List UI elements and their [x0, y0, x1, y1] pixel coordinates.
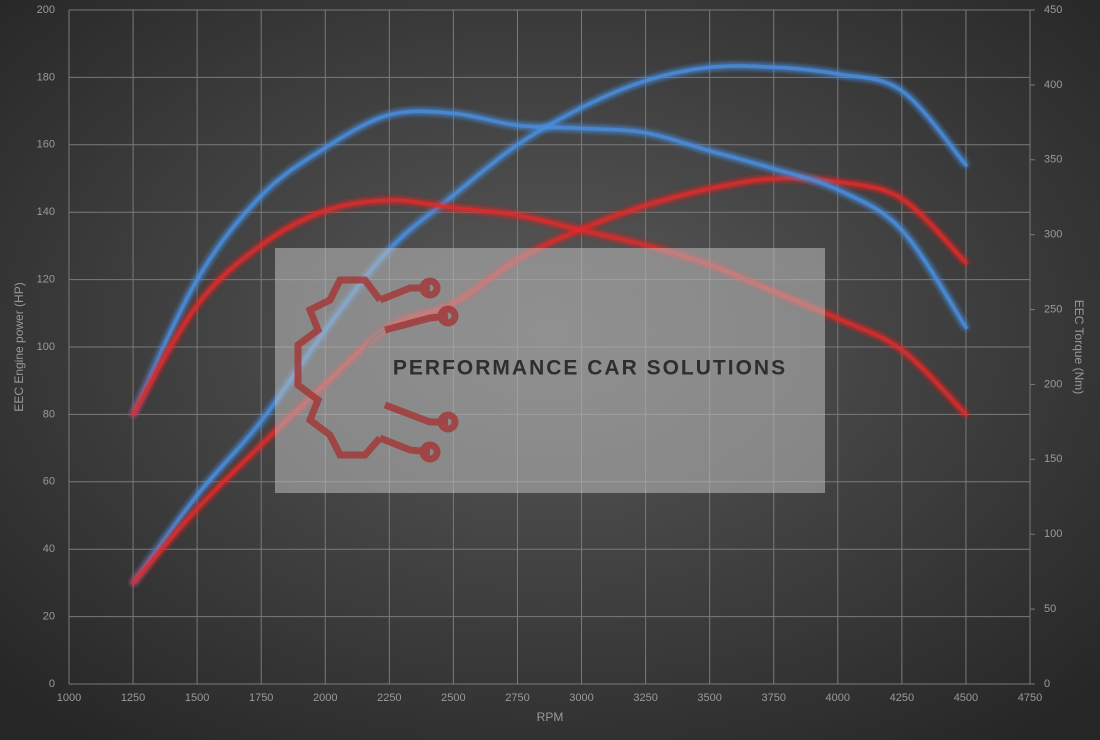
x-tick-label: 1500	[185, 692, 209, 704]
logo	[294, 276, 459, 463]
y-tick-label: 40	[43, 543, 55, 555]
series-line	[131, 64, 968, 585]
x-tick-label: 4500	[954, 692, 978, 704]
y2-tick-label: 200	[1044, 378, 1062, 390]
y-tick-label: 100	[37, 341, 55, 353]
y2-tick-label: 250	[1044, 303, 1062, 315]
series-line	[131, 198, 968, 417]
y-tick-label: 60	[43, 476, 55, 488]
x-tick-label: 3750	[761, 692, 785, 704]
x-tick-label: 4000	[826, 692, 850, 704]
y2-tick-label: 0	[1044, 678, 1050, 690]
watermark-text: PERFORMANCE CAR SOLUTIONS	[393, 357, 787, 380]
x-tick-label: 3250	[633, 692, 657, 704]
x-tick-label: 2750	[505, 692, 529, 704]
x-axis-label: RPM	[537, 710, 564, 724]
y2-tick-label: 100	[1044, 528, 1062, 540]
x-tick-label: 1000	[57, 692, 81, 704]
x-tick-label: 2500	[441, 692, 465, 704]
logo-arc	[359, 329, 386, 411]
y2-tick-label: 350	[1044, 154, 1062, 166]
watermark: PERFORMANCE CAR SOLUTIONS	[275, 248, 825, 493]
y2-tick-label: 400	[1044, 79, 1062, 91]
x-tick-label: 1750	[249, 692, 273, 704]
y-tick-label: 200	[37, 4, 55, 16]
x-tick-label: 4250	[890, 692, 914, 704]
y2-axis-label: EEC Torque (Nm)	[1072, 300, 1086, 394]
x-tick-label: 1250	[121, 692, 145, 704]
y-axis-label: EEC Engine power (HP)	[12, 282, 26, 411]
x-tick-label: 3000	[569, 692, 593, 704]
y2-tick-label: 450	[1044, 4, 1062, 16]
x-tick-label: 2000	[313, 692, 337, 704]
y-tick-label: 20	[43, 611, 55, 623]
y-tick-label: 140	[37, 206, 55, 218]
y-tick-label: 0	[49, 678, 55, 690]
y-tick-label: 80	[43, 408, 55, 420]
y2-tick-label: 50	[1044, 603, 1056, 615]
x-tick-label: 2250	[377, 692, 401, 704]
y-tick-label: 180	[37, 71, 55, 83]
y-tick-label: 120	[37, 274, 55, 286]
grid: 1000 1250 1500 1750 2000 2250 2500 2750 3000 3250…	[37, 4, 1063, 704]
y-tick-label: 160	[37, 139, 55, 151]
x-tick-label: 4750	[1018, 692, 1042, 704]
series-line	[131, 109, 968, 417]
y2-tick-label: 300	[1044, 229, 1062, 241]
y2-tick-label: 150	[1044, 453, 1062, 465]
x-tick-label: 3500	[697, 692, 721, 704]
